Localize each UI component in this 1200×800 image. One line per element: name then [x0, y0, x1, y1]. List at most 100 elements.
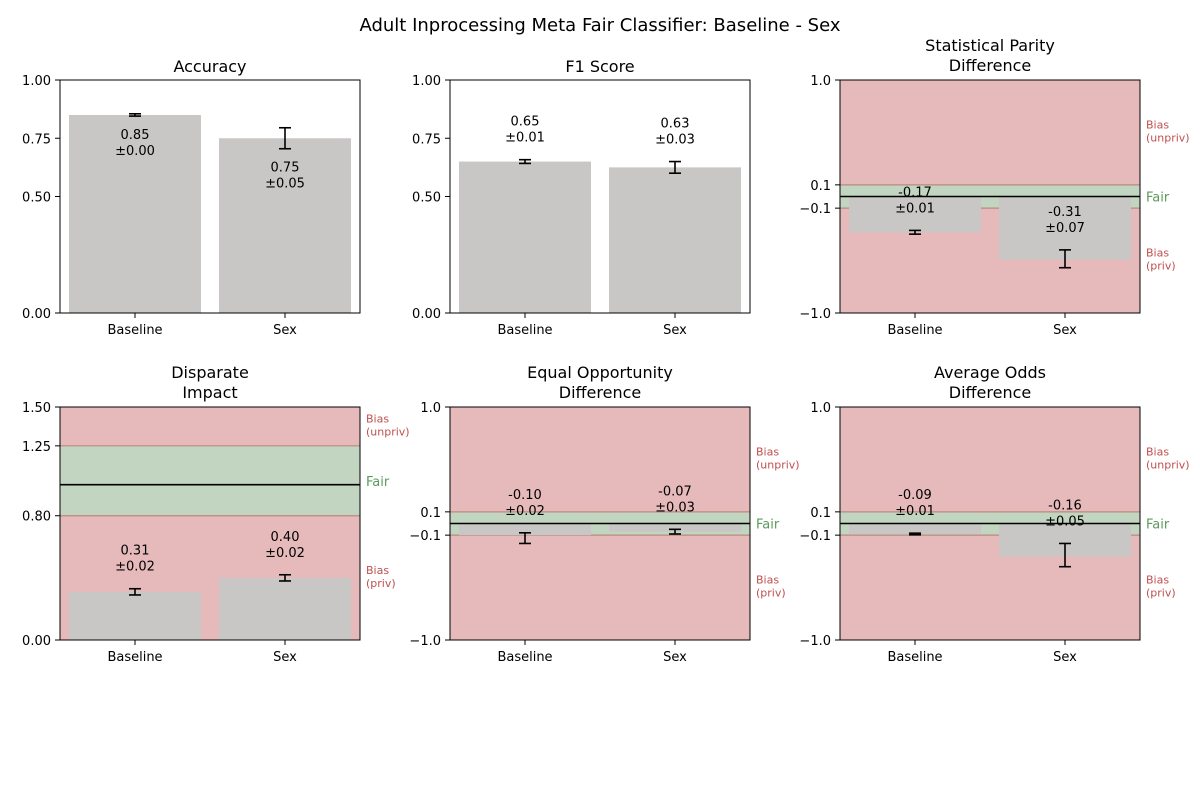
chart-panel: -0.17±0.01 Baseline -0.31±0.07 Sex −1.0 −0.1 0… — [799, 36, 1189, 338]
value-label: 0.40 — [271, 530, 300, 545]
bias-priv-annotation: (priv) — [1146, 260, 1176, 273]
chart-title: Difference — [949, 383, 1031, 402]
y-tick-label: 0.50 — [412, 191, 441, 206]
chart-panel: -0.10±0.02 Baseline -0.07±0.03 Sex −1.0 −0.1 0… — [409, 363, 799, 665]
axes-frame — [449, 406, 751, 641]
y-tick-label: 1.00 — [412, 74, 441, 89]
bias-priv-annotation: Bias — [366, 564, 389, 577]
x-tick-label: Sex — [663, 650, 687, 665]
y-tick-label: 1.0 — [810, 74, 831, 89]
chart-panel: 0.85±0.00Baseline0.75±0.05Sex0.000.500.7… — [22, 57, 361, 338]
bar — [69, 591, 201, 640]
value-label: 0.31 — [121, 544, 150, 559]
y-tick-label: 0.1 — [420, 506, 441, 521]
error-label: ±0.03 — [655, 500, 695, 515]
y-tick-label: 1.25 — [22, 440, 51, 455]
axes-frame — [839, 79, 1141, 314]
error-label: ±0.05 — [265, 177, 305, 192]
error-label: ±0.05 — [1045, 514, 1085, 529]
bar — [849, 523, 981, 534]
bias-priv-annotation: Bias — [1146, 247, 1169, 260]
panels: 0.85±0.00Baseline0.75±0.05Sex0.000.500.7… — [22, 36, 1190, 665]
y-tick-label: 0.75 — [22, 132, 51, 147]
y-tick-label: 0.75 — [412, 132, 441, 147]
value-label: 0.63 — [661, 117, 690, 132]
bar — [609, 167, 741, 313]
chart-title: Difference — [559, 383, 641, 402]
chart-title: Average Odds — [934, 363, 1046, 382]
bias-priv-annotation: (priv) — [366, 577, 396, 590]
bias-unpriv-annotation: Bias — [1146, 445, 1169, 458]
bar — [219, 577, 351, 640]
chart-title: Impact — [182, 383, 237, 402]
error-label: ±0.03 — [655, 133, 695, 148]
y-tick-label: 1.0 — [420, 401, 441, 416]
value-label: 0.75 — [271, 161, 300, 176]
chart-title: Equal Opportunity — [527, 363, 673, 382]
value-label: -0.07 — [658, 484, 692, 499]
chart-title: Disparate — [171, 363, 249, 382]
error-label: ±0.01 — [895, 201, 935, 216]
value-label: -0.31 — [1048, 205, 1082, 220]
x-tick-label: Baseline — [887, 323, 942, 338]
x-tick-label: Sex — [273, 323, 297, 338]
y-tick-label: 0.1 — [810, 506, 831, 521]
fair-region — [60, 445, 360, 516]
axes-frame — [59, 406, 361, 641]
y-tick-label: 1.0 — [810, 401, 831, 416]
bar — [69, 114, 201, 313]
fair-annotation: Fair — [1146, 191, 1170, 206]
y-tick-label: 1.50 — [22, 401, 51, 416]
x-tick-label: Sex — [663, 323, 687, 338]
y-tick-label: −1.0 — [799, 307, 831, 322]
chart-panel: 0.65±0.01 Baseline 0.63±0.03 Sex 0.00 0.50 0.7… — [412, 57, 751, 338]
y-tick-label: −0.1 — [409, 529, 441, 544]
x-tick-label: Baseline — [497, 650, 552, 665]
chart-title: Statistical Parity — [925, 36, 1055, 55]
fair-annotation: Fair — [756, 518, 780, 533]
y-tick-label: 0.50 — [22, 191, 51, 206]
y-tick-label: 0.00 — [22, 307, 51, 322]
value-label: -0.17 — [898, 185, 932, 200]
chart-title: Accuracy — [173, 57, 246, 76]
bias-unpriv-annotation: (unpriv) — [756, 458, 800, 471]
bar — [459, 523, 591, 536]
x-tick-label: Baseline — [497, 323, 552, 338]
error-label: ±0.07 — [1045, 221, 1085, 236]
bias-unpriv-annotation: Bias — [756, 445, 779, 458]
bias-priv-annotation: Bias — [1146, 574, 1169, 587]
y-tick-label: 0.80 — [22, 510, 51, 525]
y-tick-label: 1.00 — [22, 74, 51, 89]
x-tick-label: Baseline — [887, 650, 942, 665]
x-tick-label: Baseline — [107, 323, 162, 338]
bias-priv-annotation: (priv) — [1146, 587, 1176, 600]
error-label: ±0.01 — [505, 131, 545, 146]
value-label: 0.85 — [121, 128, 150, 143]
error-label: ±0.02 — [505, 504, 545, 519]
chart-panel: -0.09±0.01 Baseline -0.16±0.05 Sex −1.0 −0.1 0… — [799, 363, 1189, 665]
x-tick-label: Sex — [1053, 650, 1077, 665]
x-tick-label: Sex — [1053, 323, 1077, 338]
bar — [609, 523, 741, 532]
value-label: -0.09 — [898, 488, 932, 503]
figure-title: Adult Inprocessing Meta Fair Classifier:… — [359, 15, 840, 36]
bar — [219, 138, 351, 313]
error-label: ±0.02 — [265, 546, 305, 561]
y-tick-label: 0.00 — [412, 307, 441, 322]
bias-unpriv-annotation: Bias — [366, 412, 389, 425]
y-tick-label: 0.1 — [810, 179, 831, 194]
bias-unpriv-annotation: (unpriv) — [366, 425, 410, 438]
axes-frame — [59, 79, 361, 314]
x-tick-label: Sex — [273, 650, 297, 665]
bias-unpriv-annotation: (unpriv) — [1146, 131, 1190, 144]
error-label: ±0.02 — [115, 560, 155, 575]
bias-priv-annotation: (priv) — [756, 587, 786, 600]
y-tick-label: −0.1 — [799, 202, 831, 217]
y-tick-label: 0.00 — [22, 634, 51, 649]
chart-panel: 0.31±0.02Baseline0.40±0.02Sex0.000.801.2… — [22, 363, 410, 665]
bias-unpriv-annotation: (unpriv) — [1146, 458, 1190, 471]
value-label: 0.65 — [511, 115, 540, 130]
error-label: ±0.01 — [895, 504, 935, 519]
fair-annotation: Fair — [1146, 518, 1170, 533]
